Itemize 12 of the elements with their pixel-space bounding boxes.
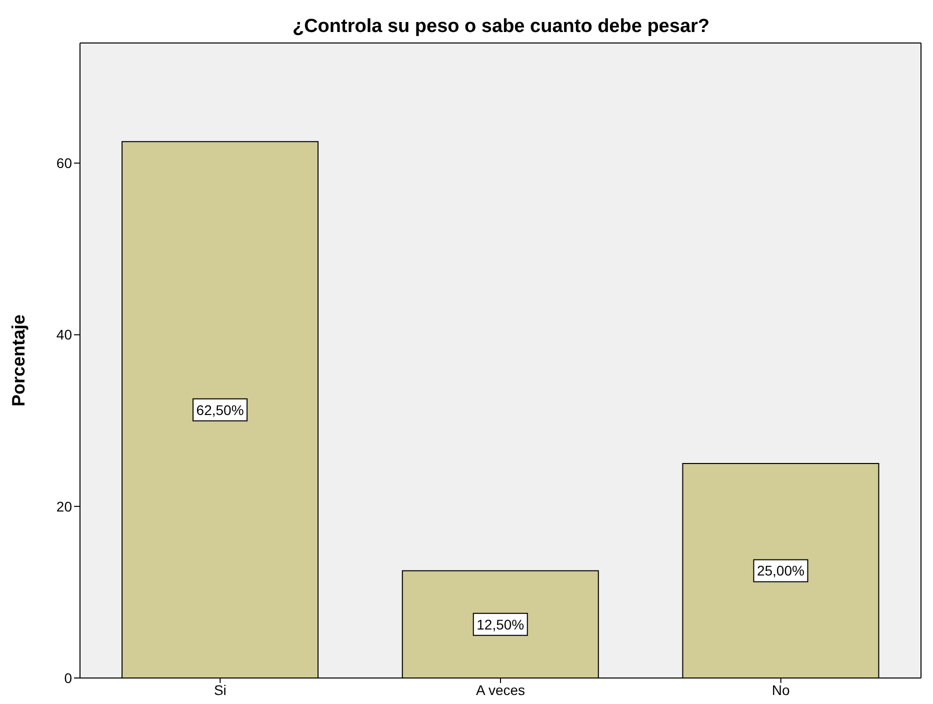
- chart-title: ¿Controla su peso o sabe cuanto debe pesar?: [291, 16, 711, 38]
- data-label: 12,50%: [476, 616, 524, 632]
- x-tick-label: Si: [214, 682, 226, 698]
- y-axis-title: Porcentaje: [8, 314, 28, 407]
- y-tick-label: 40: [56, 326, 72, 343]
- y-tick-label: 0: [64, 670, 72, 686]
- y-tick-label: 60: [56, 155, 72, 172]
- y-tick-label: 20: [56, 498, 72, 514]
- data-label: 62,50%: [196, 402, 244, 418]
- data-label: 25,00%: [756, 562, 804, 579]
- x-tick-label: No: [772, 682, 790, 698]
- x-tick-label: A veces: [476, 682, 526, 698]
